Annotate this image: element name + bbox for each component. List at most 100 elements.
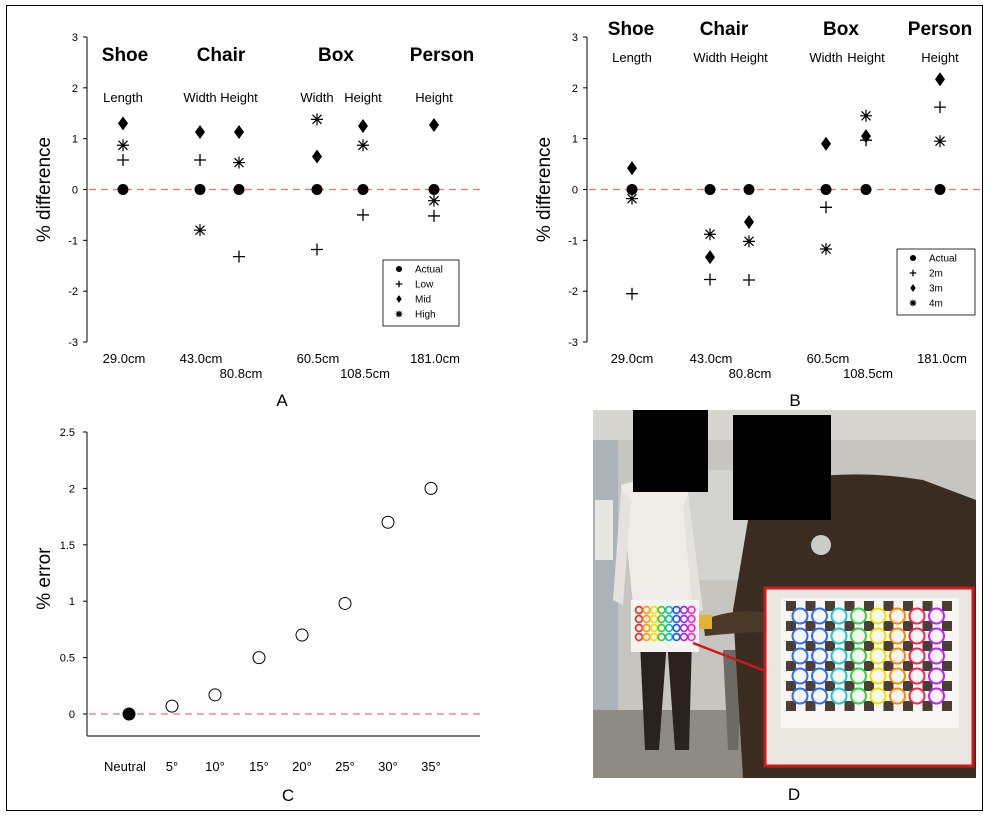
point-angle xyxy=(424,481,438,495)
checker-square xyxy=(864,601,874,611)
legend-label: Actual xyxy=(929,254,957,265)
checker-square xyxy=(883,601,894,611)
panel-letter: C xyxy=(282,786,294,805)
checker-square xyxy=(922,681,933,691)
calibration-circle xyxy=(928,607,945,625)
point-neutral xyxy=(122,707,136,721)
y-tick-label: 1 xyxy=(72,134,78,146)
point-actual xyxy=(743,184,755,195)
checker-square xyxy=(844,621,855,631)
checker-square xyxy=(942,641,952,651)
legend-label: Actual xyxy=(415,265,443,276)
point-high xyxy=(233,156,245,169)
panel-letter: A xyxy=(276,391,288,410)
point-4m xyxy=(934,135,946,148)
point-high xyxy=(311,113,323,126)
point-angle xyxy=(381,515,395,529)
legend: Actual 2m 3m 4m xyxy=(896,248,976,316)
legend-label: 2m xyxy=(929,269,943,280)
checker-square xyxy=(864,641,874,651)
checker-square xyxy=(864,681,874,691)
checker-square xyxy=(844,701,855,711)
checker-square xyxy=(805,661,816,671)
calibration-circle xyxy=(889,607,906,625)
calibration-circle xyxy=(908,687,926,705)
dimension-label: Height xyxy=(220,90,258,105)
x-tick-label: 10° xyxy=(205,759,225,774)
x-tick-label: Neutral xyxy=(104,759,146,774)
point-3m xyxy=(627,161,637,176)
dimension-label: Length xyxy=(103,90,143,105)
legend-label: High xyxy=(415,310,436,321)
size-tick-label: 108.5cm xyxy=(843,366,893,381)
checker-square xyxy=(903,621,913,631)
checker-square xyxy=(786,601,796,611)
point-low xyxy=(357,208,369,221)
checker-square xyxy=(942,681,952,691)
group-title: Chair xyxy=(700,20,749,40)
point-high xyxy=(357,139,369,152)
size-tick-label: 80.8cm xyxy=(220,366,263,381)
y-tick-label: -1 xyxy=(68,235,78,247)
x-tick-label: 35° xyxy=(421,759,441,774)
point-angle xyxy=(295,628,309,642)
checker-square xyxy=(942,701,952,711)
dimension-label: Height xyxy=(730,50,768,65)
checker-square xyxy=(864,621,874,631)
y-tick-label: 1.5 xyxy=(60,540,75,552)
calibration-circle xyxy=(811,607,828,625)
x-tick-label: 25° xyxy=(335,759,355,774)
checker-square xyxy=(922,701,933,711)
calibration-circle xyxy=(908,647,926,665)
point-angle xyxy=(338,596,352,610)
y-tick-label: 1 xyxy=(69,596,75,608)
size-tick-label: 29.0cm xyxy=(103,351,146,366)
calibration-circle xyxy=(811,687,828,705)
point-4m xyxy=(626,192,638,205)
legend-box xyxy=(896,248,976,316)
calibration-circle xyxy=(908,607,926,625)
checker-square xyxy=(805,641,816,651)
size-tick-label: 80.8cm xyxy=(729,366,772,381)
size-tick-label: 60.5cm xyxy=(297,351,340,366)
y-tick-label: 3 xyxy=(572,32,578,44)
point-3m xyxy=(705,250,715,265)
checker-square xyxy=(805,681,816,691)
dimension-label: Height xyxy=(344,90,382,105)
checker-square xyxy=(786,621,796,631)
calibration-circle xyxy=(869,667,887,685)
y-tick-label: -3 xyxy=(68,337,78,349)
point-4m xyxy=(743,235,755,248)
point-mid xyxy=(118,116,128,131)
point-2m xyxy=(743,273,755,286)
legend-marker xyxy=(396,295,402,303)
checker-square xyxy=(844,641,855,651)
dimension-label: Height xyxy=(847,50,885,65)
point-actual xyxy=(233,184,245,195)
size-tick-label: 181.0cm xyxy=(917,351,967,366)
legend-box xyxy=(382,259,460,327)
checker-square xyxy=(883,661,894,671)
checker-square xyxy=(922,621,933,631)
checker-square xyxy=(903,641,913,651)
point-actual xyxy=(311,184,323,195)
x-tick-label: 30° xyxy=(378,759,398,774)
point-angle xyxy=(252,651,266,665)
checker-square xyxy=(844,661,855,671)
point-mid xyxy=(358,118,368,133)
panel-letter: B xyxy=(789,391,800,410)
checker-square xyxy=(805,601,816,611)
size-tick-label: 60.5cm xyxy=(807,351,850,366)
calibration-dot xyxy=(687,632,696,642)
point-low xyxy=(428,209,440,222)
group-title: Shoe xyxy=(102,45,148,66)
point-actual xyxy=(820,184,832,195)
point-actual xyxy=(428,184,440,195)
calibration-circle xyxy=(850,687,867,705)
calibration-dot xyxy=(687,614,696,624)
checker-square xyxy=(825,661,835,671)
calibration-circle xyxy=(869,607,887,625)
checker-square xyxy=(805,621,816,631)
size-tick-label: 43.0cm xyxy=(180,351,223,366)
checker-square xyxy=(786,681,796,691)
